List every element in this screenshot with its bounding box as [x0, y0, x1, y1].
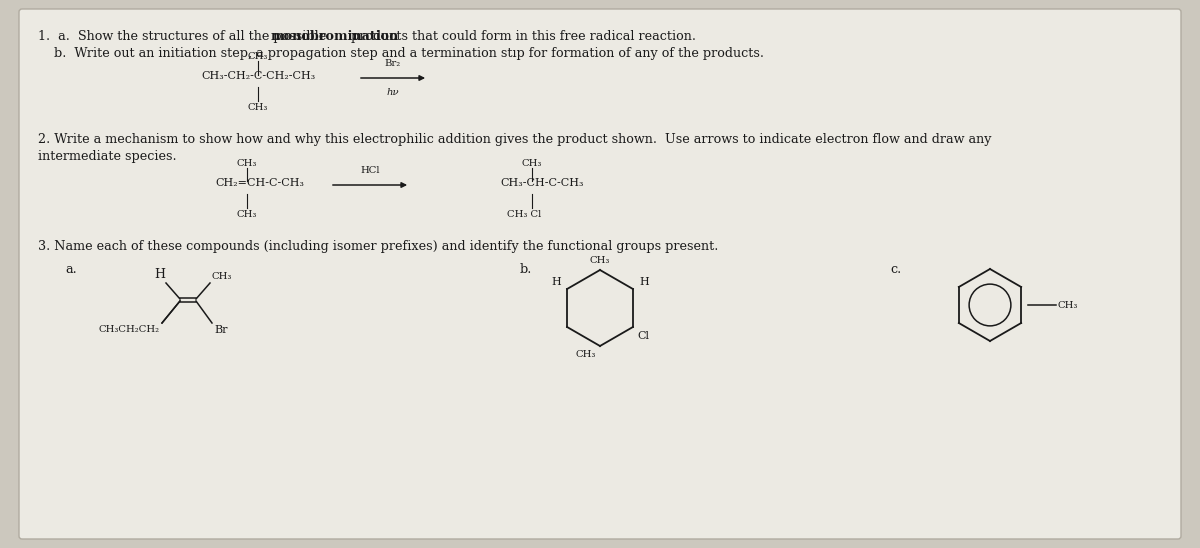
FancyBboxPatch shape	[19, 9, 1181, 539]
Text: CH₃: CH₃	[236, 210, 257, 219]
Text: CH₃: CH₃	[1058, 300, 1079, 310]
Text: Cl: Cl	[637, 331, 649, 341]
Text: CH₃: CH₃	[576, 350, 596, 359]
Text: 1.  a.  Show the structures of all the possible: 1. a. Show the structures of all the pos…	[38, 30, 330, 43]
Text: Br₂: Br₂	[385, 59, 401, 68]
Text: H: H	[638, 277, 649, 287]
Text: H: H	[551, 277, 562, 287]
Text: CH₃: CH₃	[590, 256, 610, 265]
Text: b.  Write out an initiation step, a propagation step and a termination stıp for : b. Write out an initiation step, a propa…	[38, 47, 764, 60]
Text: CH₂=CH-C-CH₃: CH₂=CH-C-CH₃	[215, 178, 304, 188]
Text: CH₃: CH₃	[248, 52, 268, 61]
Text: a.: a.	[65, 263, 77, 276]
Text: CH₃: CH₃	[522, 159, 542, 168]
Text: CH₃-CH₂-C-CH₂-CH₃: CH₃-CH₂-C-CH₂-CH₃	[200, 71, 316, 81]
Text: CH₃: CH₃	[248, 103, 268, 112]
Text: 1.  a.  Show the structures of all the possible: 1. a. Show the structures of all the pos…	[38, 30, 330, 43]
Text: c.: c.	[890, 263, 901, 276]
Text: monobromination: monobromination	[271, 30, 400, 43]
Text: b.: b.	[520, 263, 533, 276]
Text: HCl: HCl	[360, 166, 379, 175]
Text: 2. Write a mechanism to show how and why this electrophilic addition gives the p: 2. Write a mechanism to show how and why…	[38, 133, 991, 146]
Text: CH₃: CH₃	[236, 159, 257, 168]
Text: CH₃ Cl: CH₃ Cl	[506, 210, 541, 219]
Text: hν: hν	[386, 88, 400, 97]
Text: intermediate species.: intermediate species.	[38, 150, 176, 163]
Text: Br: Br	[214, 325, 228, 335]
Text: CH₃CH₂CH₂: CH₃CH₂CH₂	[98, 325, 160, 334]
Text: products that could form in this free radical reaction.: products that could form in this free ra…	[347, 30, 696, 43]
Text: CH₃-CH-C-CH₃: CH₃-CH-C-CH₃	[500, 178, 583, 188]
Text: H: H	[154, 268, 166, 281]
Text: CH₃: CH₃	[212, 272, 233, 281]
Text: 3. Name each of these compounds (including isomer prefixes) and identify the fun: 3. Name each of these compounds (includi…	[38, 240, 719, 253]
